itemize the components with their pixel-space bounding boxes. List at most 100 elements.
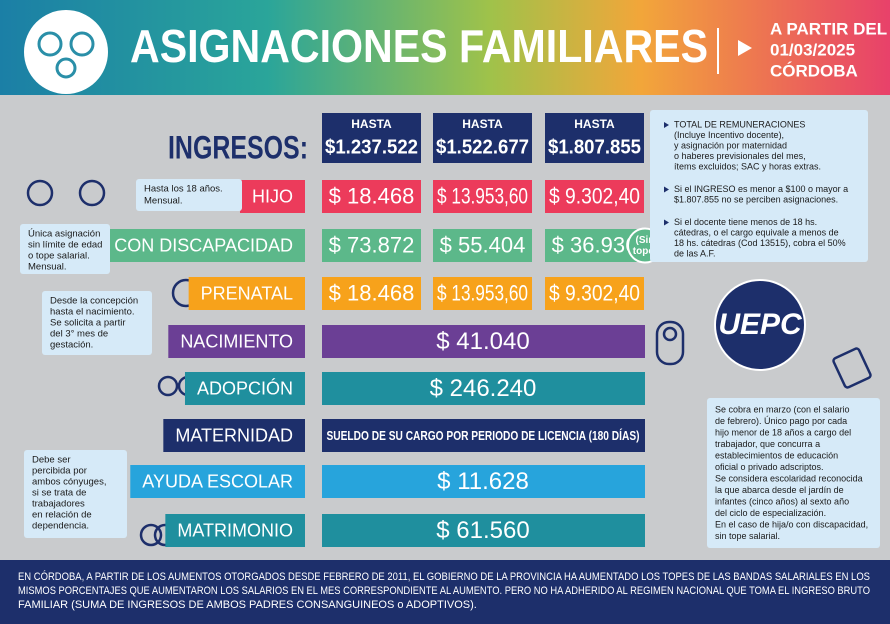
row-label: ADOPCIÓN [197, 377, 293, 398]
note-line: sin límite de edad [28, 240, 102, 251]
note-box [24, 450, 127, 538]
row-label: AYUDA ESCOLAR [142, 471, 293, 491]
value: $ 13.953,60 [437, 280, 528, 305]
bullet [664, 122, 669, 128]
row-label: MATERNIDAD [175, 425, 293, 445]
info-line: de las A.F. [674, 248, 716, 258]
row-label: MATRIMONIO [177, 520, 293, 540]
row-label-box [168, 325, 305, 358]
ingresos-label: INGRESOS: [168, 129, 308, 165]
column-header [322, 113, 421, 163]
info-line: $1.807.855 no se perciben asignaciones. [674, 194, 838, 204]
info-line: 18 hs. cátedras (Cod 13515), cobra el 50… [674, 238, 846, 248]
note-box [42, 291, 152, 355]
date-line: CÓRDOBA [770, 61, 858, 80]
row-label-box [239, 180, 305, 213]
escolar-line: oficial o privado adscriptos. [715, 462, 824, 472]
row-label-box [165, 514, 305, 547]
row-label: HIJO [252, 186, 293, 206]
note-line: hasta el nacimiento. [50, 307, 135, 318]
play-icon [738, 40, 752, 56]
column-header [545, 113, 644, 163]
info-line: o haberes previsionales del mes, [674, 151, 806, 161]
escolar-line: En el caso de hija/o con discapacidad, [715, 519, 868, 529]
escolar-line: sin tope salarial. [715, 531, 780, 541]
info-line: Si el docente tiene menos de 18 hs. [674, 217, 817, 227]
row-label: PRENATAL [201, 283, 293, 303]
value: $ 9.302,40 [549, 183, 640, 208]
note-box [20, 224, 110, 274]
escolar-line: Se considera escolaridad reconocida [715, 473, 863, 483]
note-box [136, 179, 242, 211]
note-line: o tope salarial. [28, 251, 90, 262]
value-box [322, 180, 421, 213]
note-line: trabajadores [32, 499, 85, 510]
value-box [322, 229, 421, 262]
date-line: A PARTIR DEL [770, 19, 887, 38]
row-label-box [188, 277, 305, 310]
value: $ 18.468 [329, 280, 415, 305]
column-amount: $1.237.522 [325, 136, 418, 158]
escolar-box [707, 398, 880, 548]
note-line: dependencia. [32, 521, 89, 532]
column-label: HASTA [462, 117, 503, 131]
note-line: Desde la concepción [50, 296, 138, 307]
column-header [433, 113, 532, 163]
note-line: ambos cónyuges, [32, 477, 106, 488]
bullet [664, 219, 669, 226]
info-box [650, 110, 868, 262]
info-line: (Incluye Incentivo docente), [674, 130, 784, 140]
value: $ 9.302,40 [549, 280, 640, 305]
column-amount: $1.522.677 [436, 136, 529, 158]
escolar-line: Se cobra en marzo (con el salario [715, 404, 850, 414]
note-line: si se trata de [32, 488, 86, 499]
footer-line: FAMILIAR (SUMA DE INGRESOS DE AMBOS PADR… [18, 599, 477, 611]
badge-text: (Sin [636, 235, 655, 246]
escolar-line: de febrero). Único pago por cada [715, 416, 847, 426]
decor-icons [26, 179, 872, 547]
value: $ 61.560 [436, 517, 529, 544]
value: SUELDO DE SU CARGO POR PERIODO DE LICENC… [327, 428, 640, 443]
note-line: Debe ser [32, 455, 71, 466]
family-icon-lines [37, 31, 95, 79]
info-line: y asignación por maternidad [674, 140, 787, 150]
column-amount: $1.807.855 [548, 136, 641, 158]
note-line: Mensual. [144, 196, 183, 207]
escolar-line: la que abarca desde el jardín de [715, 485, 844, 495]
value-box [433, 229, 532, 262]
value-box [322, 277, 421, 310]
value-box [433, 180, 532, 213]
value: $ 41.040 [436, 328, 529, 355]
info-line: Si el INGRESO es menor a $100 o mayor a [674, 184, 848, 194]
badge-text: tope) [633, 246, 657, 257]
note-line: percibida por [32, 466, 87, 477]
family-icon [24, 10, 108, 94]
logo: UEPC [718, 308, 803, 341]
info-line: TOTAL DE REMUNERACIONES [674, 119, 805, 129]
escolar-line: hijo menor de 18 años a cargo del [715, 427, 851, 437]
column-label: HASTA [574, 117, 615, 131]
value-box [322, 465, 645, 498]
value-box [433, 277, 532, 310]
value-box [322, 419, 645, 452]
row-label-box [130, 465, 305, 498]
value-box [322, 372, 645, 405]
value: $ 36.936 [552, 232, 638, 257]
footer-line: MISMOS PORCENTAJES QUE AUMENTARON LOS SA… [18, 585, 870, 597]
title: ASIGNACIONES FAMILIARES [130, 20, 708, 72]
bullet [664, 186, 669, 193]
value: $ 13.953,60 [437, 183, 528, 208]
value-box [545, 277, 644, 310]
value-box [545, 180, 644, 213]
note-line: en relación de [32, 510, 92, 521]
date-line: 01/03/2025 [770, 40, 855, 59]
value-box [322, 514, 645, 547]
value: $ 18.468 [329, 183, 415, 208]
note-line: Hasta los 18 años. [144, 184, 223, 195]
row-label-box [163, 419, 305, 452]
value: $ 55.404 [440, 232, 526, 257]
escolar-line: trabajador, que concurra a [715, 439, 820, 449]
escolar-line: del ciclo de especialización. [715, 508, 826, 518]
row-label: HIJO CON DISCAPACIDAD [68, 235, 293, 255]
